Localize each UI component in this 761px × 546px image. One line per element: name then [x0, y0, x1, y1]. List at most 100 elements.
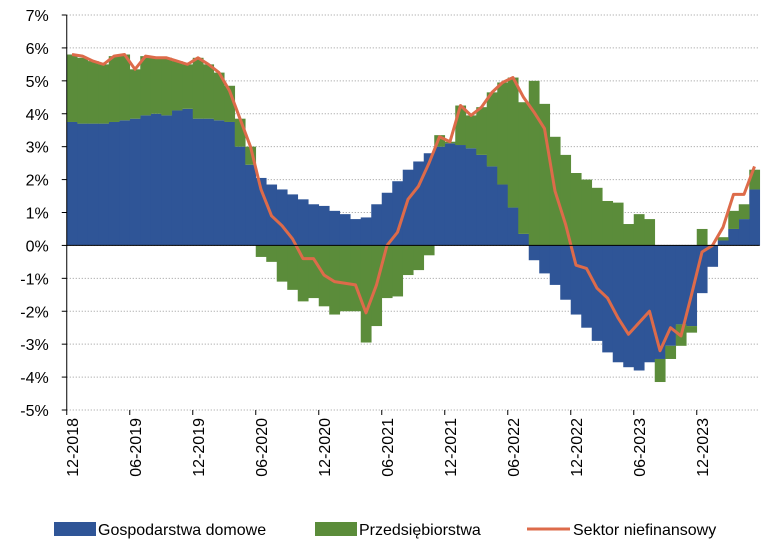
bar: [612, 202, 624, 246]
bar: [518, 102, 530, 234]
bar: [497, 184, 509, 246]
bar: [413, 245, 425, 271]
bar: [98, 123, 110, 246]
bar: [381, 245, 393, 299]
y-tick-label: 1%: [26, 206, 49, 223]
bar: [476, 154, 488, 246]
bar: [749, 169, 761, 190]
legend-label: Przedsiębiorstwa: [359, 522, 481, 539]
x-tick-label: 12-2020: [317, 418, 334, 477]
bar: [255, 177, 267, 246]
y-tick-label: -4%: [20, 370, 48, 387]
x-tick-label: 06-2021: [380, 418, 397, 477]
bar: [182, 108, 194, 246]
bar: [549, 245, 561, 285]
bar: [675, 245, 687, 325]
bar: [507, 207, 519, 246]
bar: [161, 57, 173, 116]
bar: [696, 245, 708, 294]
bar: [591, 187, 603, 246]
bar: [539, 245, 551, 274]
bar: [486, 166, 498, 246]
bar: [360, 217, 372, 246]
y-tick-label: 3%: [26, 140, 49, 157]
legend-label: Sektor niefinansowy: [573, 522, 716, 539]
x-tick-label: 06-2020: [254, 418, 271, 477]
bar: [87, 123, 99, 246]
y-tick-label: 2%: [26, 173, 49, 190]
bar: [255, 245, 267, 257]
bar: [203, 64, 215, 119]
bar: [654, 358, 666, 383]
bar: [518, 233, 530, 246]
y-tick-label: 5%: [26, 74, 49, 91]
bar: [749, 189, 761, 246]
y-tick-label: -1%: [20, 271, 48, 288]
bar: [108, 56, 120, 122]
y-tick-label: -2%: [20, 304, 48, 321]
bar: [423, 153, 435, 246]
bar: [392, 181, 404, 246]
bar: [360, 245, 372, 343]
bar: [213, 120, 225, 246]
bar: [623, 245, 635, 368]
y-tick-label: -5%: [20, 403, 48, 420]
bar: [150, 113, 162, 246]
bar: [140, 115, 152, 246]
bar: [234, 146, 246, 246]
bar: [77, 57, 89, 124]
bar: [434, 146, 446, 246]
bar: [339, 245, 351, 312]
x-tick-label: 12-2019: [191, 418, 208, 477]
bar: [738, 204, 750, 220]
bar: [182, 64, 194, 109]
bar: [203, 118, 215, 246]
bar: [696, 228, 708, 246]
bar: [381, 192, 393, 246]
bar: [119, 54, 131, 121]
bar: [434, 135, 446, 147]
bar: [581, 245, 593, 328]
legend-swatch: [315, 522, 357, 536]
bar: [528, 245, 540, 261]
bar: [276, 245, 288, 282]
bar: [665, 245, 677, 346]
x-tick-label: 12-2021: [443, 418, 460, 477]
bar: [171, 110, 183, 246]
bar: [717, 237, 729, 241]
bar: [560, 245, 572, 300]
bar: [570, 173, 582, 246]
bar: [402, 169, 414, 246]
bar: [465, 148, 477, 246]
bar: [560, 154, 572, 246]
bar: [707, 245, 719, 267]
bar: [276, 189, 288, 246]
bar: [633, 214, 645, 246]
bar: [539, 103, 551, 246]
bar: [728, 210, 740, 229]
bar: [644, 219, 656, 246]
bar: [402, 245, 414, 276]
x-tick-label: 06-2022: [506, 418, 523, 477]
bar: [728, 228, 740, 246]
bar: [350, 245, 362, 312]
y-tick-label: 6%: [26, 41, 49, 58]
bar: [119, 120, 131, 246]
x-tick-label: 06-2019: [128, 418, 145, 477]
bar: [455, 105, 467, 146]
bar: [329, 210, 341, 246]
bar: [308, 204, 320, 246]
bar: [171, 61, 183, 111]
bar: [245, 146, 257, 165]
x-tick-label: 06-2023: [632, 418, 649, 477]
bar: [738, 219, 750, 246]
bar: [339, 214, 351, 246]
bar: [245, 164, 257, 246]
bar: [287, 245, 299, 290]
bar: [644, 245, 656, 363]
bar: [129, 118, 141, 246]
bar: [161, 115, 173, 246]
bar: [591, 245, 603, 341]
bar: [623, 224, 635, 246]
